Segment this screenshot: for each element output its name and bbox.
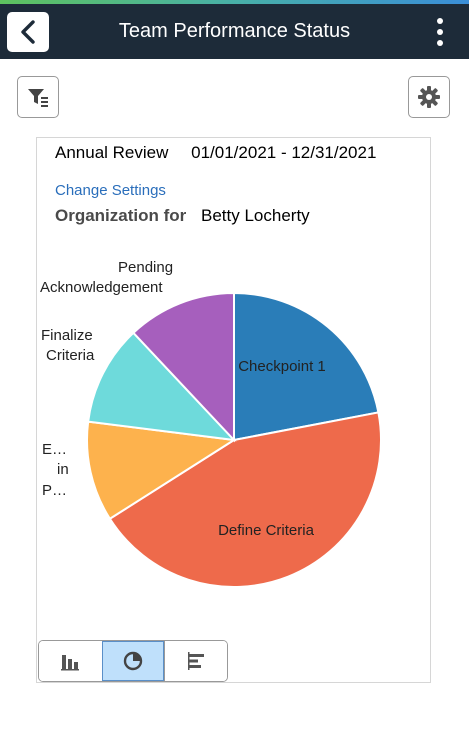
- svg-text:Finalize: Finalize: [41, 327, 93, 344]
- filter-button[interactable]: [17, 76, 59, 118]
- review-period: 01/01/2021 - 12/31/2021: [191, 143, 377, 162]
- back-button[interactable]: [7, 12, 49, 52]
- slice-label-in-progress: E… in P…: [42, 441, 69, 499]
- filter-icon: [28, 89, 48, 107]
- svg-text:Criteria: Criteria: [46, 347, 95, 364]
- kebab-menu-icon[interactable]: [428, 16, 452, 48]
- pie-slice-e-in-p[interactable]: [86, 420, 237, 521]
- app-header: Team Performance Status: [0, 4, 469, 59]
- pie-chart-toggle[interactable]: [101, 641, 165, 681]
- pie-slice-finalize-criteria[interactable]: [87, 331, 237, 442]
- review-label: Annual Review: [55, 143, 169, 162]
- slice-label-define-criteria: Define Criteria: [218, 522, 315, 539]
- pie-slice-define-criteria[interactable]: [108, 411, 382, 588]
- bar-chart-toggle[interactable]: [39, 641, 102, 681]
- bar-chart-icon: [61, 655, 80, 671]
- chart-type-toggle: [38, 640, 228, 682]
- slice-label-checkpoint-1: Checkpoint 1: [238, 358, 326, 375]
- organization-name: Betty Locherty: [201, 206, 310, 225]
- svg-text:E…: E…: [42, 441, 67, 458]
- chart-card: Annual Review 01/01/2021 - 12/31/2021 Ch…: [36, 137, 431, 683]
- svg-text:P…: P…: [42, 482, 67, 499]
- review-row: Annual Review 01/01/2021 - 12/31/2021: [55, 143, 376, 163]
- gear-icon: [418, 86, 440, 108]
- svg-text:Pending: Pending: [118, 259, 173, 276]
- chevron-left-icon: [21, 20, 35, 44]
- horizontal-bar-chart-icon: [188, 652, 205, 670]
- svg-text:in: in: [57, 461, 69, 478]
- slice-label-finalize-criteria: Finalize Criteria: [41, 327, 95, 364]
- organization-label: Organization for: [55, 206, 187, 225]
- slice-label-pending-acknowledgement: Pending Acknowledgement: [40, 259, 173, 296]
- change-settings-link[interactable]: Change Settings: [55, 182, 166, 199]
- svg-text:Acknowledgement: Acknowledgement: [40, 279, 163, 296]
- pie-slice-checkpoint-1[interactable]: [233, 291, 380, 442]
- top-accent-bar: [0, 0, 469, 4]
- page-title: Team Performance Status: [118, 20, 351, 42]
- organization-row: Organization for Betty Locherty: [55, 206, 310, 226]
- pie-slice-pending-acknowledgement[interactable]: [131, 291, 235, 443]
- pie-chart: Checkpoint 1 Define Criteria E… in P… Fi…: [40, 259, 382, 588]
- settings-button[interactable]: [408, 76, 450, 118]
- horizontal-bar-chart-toggle[interactable]: [164, 641, 227, 681]
- pie-chart-icon: [123, 651, 143, 671]
